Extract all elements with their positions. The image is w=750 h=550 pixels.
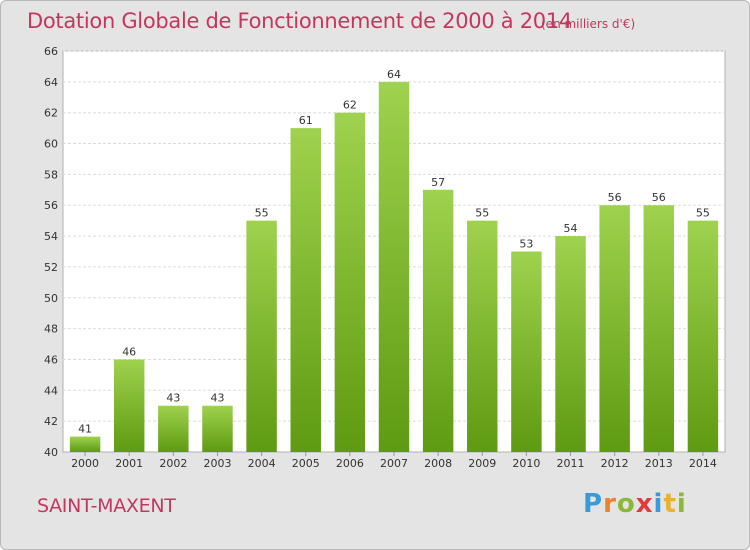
y-tick-label: 52 [44, 261, 58, 274]
chart-title: Dotation Globale de Fonctionnement de 20… [27, 9, 572, 33]
bar [334, 112, 366, 452]
logo-letter: i [676, 489, 687, 519]
y-axis: 40 42 44 46 48 50 52 54 56 58 60 62 64 66 [44, 45, 58, 459]
bar-value-label: 55 [696, 207, 710, 220]
bar [467, 220, 498, 452]
bar-value-label: 46 [122, 345, 136, 358]
x-tick-label: 2007 [380, 457, 408, 470]
bar-value-label: 61 [299, 114, 313, 127]
bar [246, 220, 277, 452]
x-tick-label: 2002 [159, 457, 187, 470]
y-tick-label: 48 [44, 323, 58, 336]
bar-value-label: 57 [431, 176, 445, 189]
logo-letter: P [583, 489, 604, 519]
bar [113, 359, 145, 452]
y-tick-label: 58 [44, 168, 58, 181]
bar-value-label: 56 [608, 191, 622, 204]
chart-unit: (en milliers d'€) [541, 17, 636, 31]
x-tick-label: 2011 [557, 457, 585, 470]
logo-letter: t [663, 489, 677, 519]
bar-value-label: 55 [475, 207, 489, 220]
bar-value-label: 43 [166, 392, 180, 405]
x-tick-label: 2012 [601, 457, 629, 470]
bar [511, 251, 542, 452]
bar [158, 405, 189, 452]
y-tick-label: 46 [44, 353, 58, 366]
x-tick-label: 2003 [203, 457, 231, 470]
x-tick-label: 2008 [424, 457, 452, 470]
logo-letter: o [616, 489, 636, 519]
proxiti-logo[interactable]: Proxiti [583, 489, 687, 519]
y-tick-label: 54 [44, 230, 58, 243]
bar-value-label: 54 [564, 222, 578, 235]
y-tick-label: 40 [44, 446, 58, 459]
logo-letter: r [603, 489, 617, 519]
bar-value-label: 53 [519, 238, 533, 251]
x-tick-label: 2014 [689, 457, 717, 470]
commune-name: SAINT-MAXENT [37, 495, 176, 517]
y-tick-label: 56 [44, 199, 58, 212]
logo-letter: x [635, 489, 654, 519]
x-tick-label: 2004 [248, 457, 276, 470]
bar-value-label: 43 [210, 392, 224, 405]
bar [422, 189, 454, 453]
x-tick-label: 2009 [468, 457, 496, 470]
bar-value-label: 55 [255, 207, 269, 220]
bar [687, 220, 719, 452]
bar-value-label: 62 [343, 99, 357, 112]
bar [290, 128, 321, 452]
y-tick-label: 42 [44, 415, 58, 428]
bar-value-label: 64 [387, 68, 401, 81]
y-tick-label: 44 [44, 384, 58, 397]
x-tick-label: 2010 [512, 457, 540, 470]
bar [202, 405, 233, 452]
bar [643, 205, 675, 452]
bar [555, 236, 586, 452]
y-tick-label: 66 [44, 45, 58, 58]
bar-value-label: 56 [652, 191, 666, 204]
y-tick-label: 50 [44, 292, 58, 305]
x-axis: 2000 2001 2002 2003 2004 2005 2006 2007 2008 2009… [71, 452, 717, 470]
y-tick-label: 62 [44, 107, 58, 120]
bar [378, 81, 410, 452]
x-tick-label: 2001 [115, 457, 143, 470]
bar [69, 436, 101, 452]
logo-letter: i [653, 489, 664, 519]
bar [599, 205, 630, 452]
bars: 41 46 43 43 55 61 62 64 57 55 53 54 56 56 55 [69, 68, 719, 453]
bar-value-label: 41 [78, 423, 92, 436]
x-tick-label: 2000 [71, 457, 99, 470]
y-tick-label: 64 [44, 76, 58, 89]
x-tick-label: 2005 [292, 457, 320, 470]
y-tick-label: 60 [44, 138, 58, 151]
x-tick-label: 2013 [645, 457, 673, 470]
x-tick-label: 2006 [336, 457, 364, 470]
